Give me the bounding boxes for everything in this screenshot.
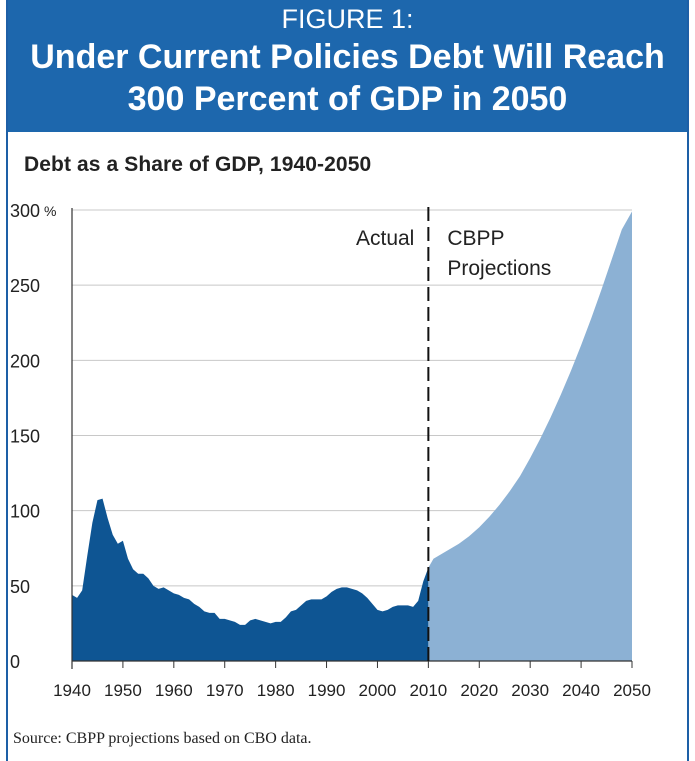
y-tick-label: 150 bbox=[10, 427, 40, 447]
annotation-actual: Actual bbox=[356, 227, 414, 250]
y-tick-label: 250 bbox=[10, 276, 40, 296]
y-tick-label: 0 bbox=[10, 652, 20, 672]
series-area-actual bbox=[72, 498, 429, 661]
y-tick-label: 100 bbox=[10, 502, 40, 522]
x-tick-label: 1990 bbox=[308, 681, 346, 700]
x-tick-label: 2000 bbox=[359, 681, 397, 700]
figure-label: FIGURE 1: bbox=[281, 4, 414, 34]
x-tick-label: 2010 bbox=[409, 681, 447, 700]
figure-frame: FIGURE 1: Under Current Policies Debt Wi… bbox=[6, 0, 689, 761]
figure-title: Under Current Policies Debt Will Reach 3… bbox=[30, 38, 665, 118]
y-unit-label: % bbox=[44, 203, 56, 219]
chart-title: Debt as a Share of GDP, 1940-2050 bbox=[24, 153, 372, 176]
y-tick-label: 200 bbox=[10, 351, 40, 371]
y-tick-label: 300 bbox=[10, 201, 40, 221]
series-area-projections bbox=[428, 211, 632, 661]
source-note: Source: CBPP projections based on CBO da… bbox=[13, 730, 312, 747]
x-tick-label: 1960 bbox=[155, 681, 193, 700]
x-tick-label: 1980 bbox=[257, 681, 295, 700]
x-tick-label: 1970 bbox=[206, 681, 244, 700]
x-tick-label: 2030 bbox=[511, 681, 549, 700]
figure-banner: FIGURE 1: Under Current Policies Debt Wi… bbox=[8, 0, 687, 132]
x-tick-label: 1950 bbox=[104, 681, 142, 700]
x-tick-label: 2040 bbox=[562, 681, 600, 700]
x-tick-label: 1940 bbox=[53, 681, 91, 700]
y-tick-label: 50 bbox=[10, 577, 30, 597]
x-tick-label: 2020 bbox=[460, 681, 498, 700]
annotation-projections: CBPP Projections bbox=[447, 227, 551, 280]
x-tick-label: 2050 bbox=[613, 681, 651, 700]
